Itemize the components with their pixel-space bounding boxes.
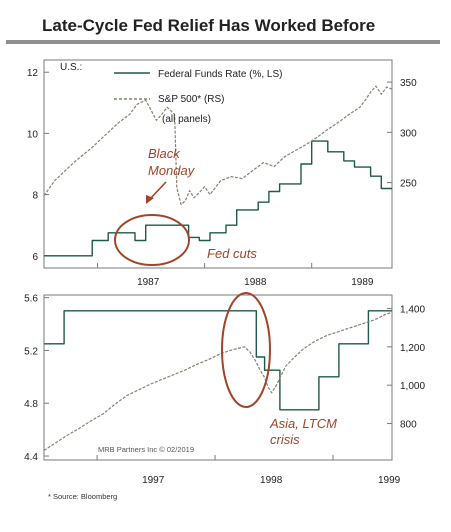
top-plot <box>43 85 393 257</box>
bottom-right-tick-label: 800 <box>400 420 417 431</box>
asia-ltcm-circle <box>221 292 271 408</box>
legend-ffr-label: Federal Funds Rate (%, LS) <box>158 69 283 80</box>
top-right-axis: 250 300 350 <box>387 78 417 190</box>
bottom-sp500-line <box>43 311 393 451</box>
bottom-x-axis: 1997 1998 1999 <box>96 455 401 486</box>
bottom-x-tick-label: 1998 <box>260 475 283 486</box>
page-title: Late-Cycle Fed Relief Has Worked Before <box>42 16 376 35</box>
bottom-left-axis: 4.4 4.8 5.2 5.6 <box>24 294 49 463</box>
top-right-tick-label: 350 <box>400 78 417 89</box>
bottom-right-tick-label: 1,400 <box>400 304 425 315</box>
top-x-tick-label: 1988 <box>244 277 267 288</box>
bottom-x-tick-label: 1997 <box>142 475 165 486</box>
bottom-plot <box>43 310 393 451</box>
top-x-axis: 1987 1988 1989 <box>97 263 374 288</box>
fed-cuts-circle <box>114 214 190 266</box>
top-x-tick-label: 1987 <box>137 277 160 288</box>
bottom-panel-frame <box>43 294 393 461</box>
top-left-axis: 6 8 10 12 <box>27 68 49 263</box>
top-left-tick-label: 6 <box>32 252 38 263</box>
top-right-tick-label: 250 <box>400 179 417 190</box>
bottom-left-tick-label: 5.2 <box>24 346 38 357</box>
footnote: * Source: Bloomberg <box>48 492 118 501</box>
fed-cuts-label: Fed cuts <box>207 246 257 261</box>
top-left-tick-label: 10 <box>27 129 39 140</box>
legend-note: (all panels) <box>162 114 211 125</box>
bottom-ffr-line <box>44 310 392 411</box>
asia-ltcm-label-1: Asia, LTCM <box>269 416 337 431</box>
black-monday-label-1: Black <box>148 146 181 161</box>
top-left-tick-label: 8 <box>32 191 38 202</box>
country-label: U.S.: <box>60 62 82 73</box>
top-left-tick-label: 12 <box>27 68 39 79</box>
bottom-right-tick-label: 1,000 <box>400 381 425 392</box>
bottom-right-tick-label: 1,200 <box>400 343 425 354</box>
top-panel-frame <box>43 59 393 269</box>
legend: Federal Funds Rate (%, LS) S&P 500* (RS)… <box>114 69 283 125</box>
bottom-left-tick-label: 4.8 <box>24 399 38 410</box>
bottom-right-axis: 800 1,000 1,200 1,400 <box>387 304 425 431</box>
asia-ltcm-label-2: crisis <box>270 432 300 447</box>
bottom-left-tick-label: 5.6 <box>24 294 38 305</box>
black-monday-label-2: Monday <box>148 163 196 178</box>
top-right-tick-label: 300 <box>400 128 417 139</box>
top-ffr-line <box>44 140 392 257</box>
title-rule <box>6 40 440 44</box>
top-x-tick-label: 1989 <box>351 277 374 288</box>
bottom-left-tick-label: 4.4 <box>24 452 38 463</box>
credit-label: MRB Partners Inc © 02/2019 <box>98 445 194 454</box>
legend-sp500-label: S&P 500* (RS) <box>158 94 225 105</box>
bottom-x-tick-label: 1999 <box>378 475 401 486</box>
black-monday-arrow <box>146 181 167 204</box>
